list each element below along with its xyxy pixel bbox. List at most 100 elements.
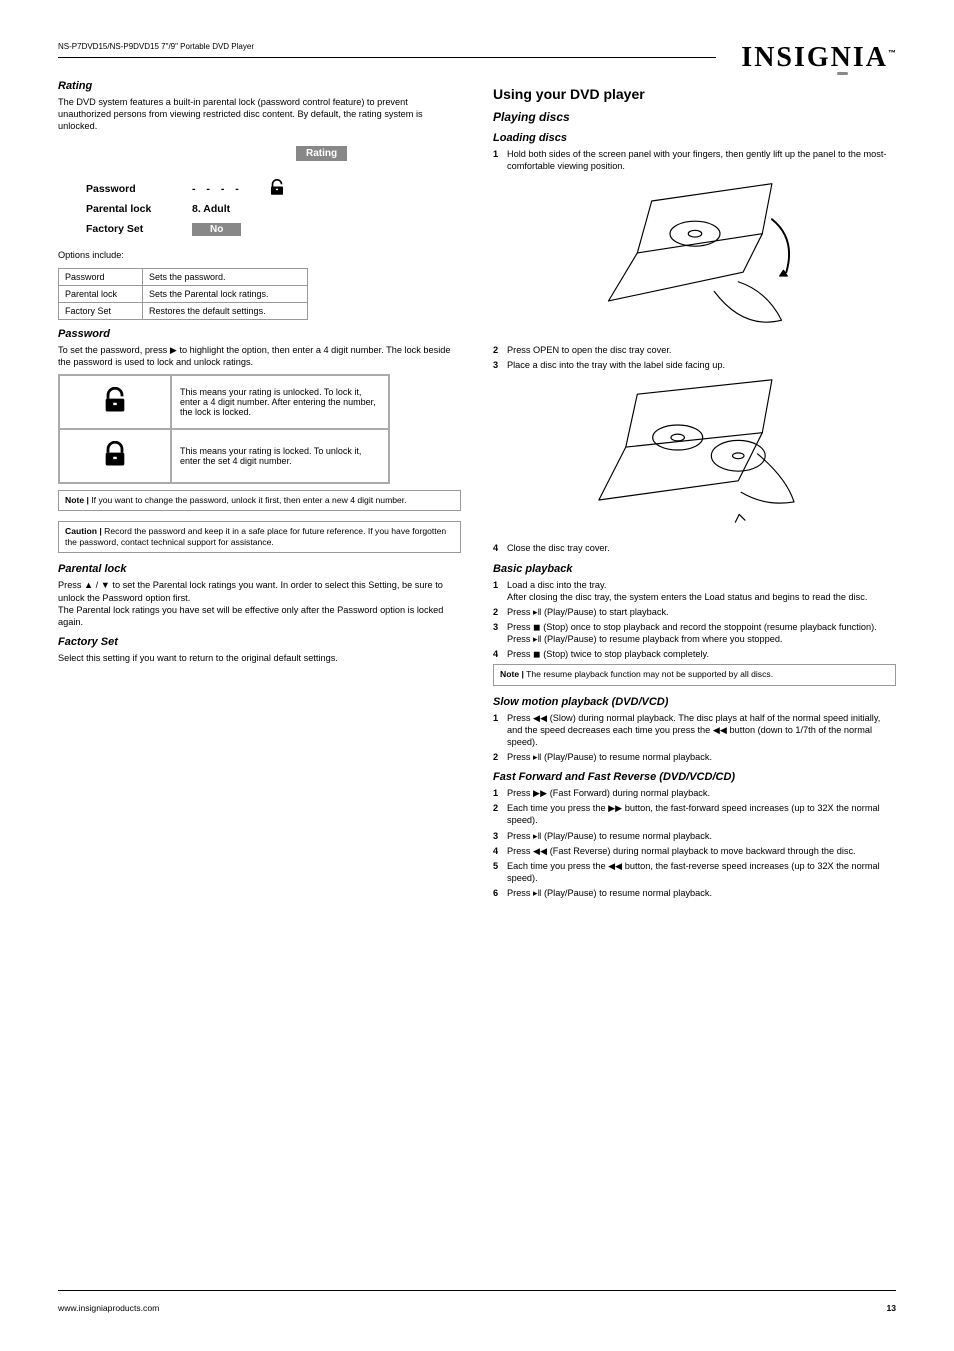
slow-heading: Slow motion playback (DVD/VCD) xyxy=(493,696,896,708)
lock-desc: This means your rating is locked. To unl… xyxy=(171,429,389,483)
note-label: Note | xyxy=(65,495,89,505)
no-pill: No xyxy=(192,223,241,236)
step-text: Press ◼ (Stop) once to stop playback and… xyxy=(507,621,896,645)
step-item: 5Each time you press the ◀◀ button, the … xyxy=(493,860,896,884)
parental-heading: Parental lock xyxy=(58,563,461,575)
step-item: 6Press ▸‖ (Play/Pause) to resume normal … xyxy=(493,887,896,899)
password-intro: To set the password, press ▶ to highligh… xyxy=(58,344,461,368)
rating-options-title: Options include: xyxy=(58,249,461,261)
rating-val: No xyxy=(192,223,262,236)
table-row: Factory Set Restores the default setting… xyxy=(59,302,308,319)
model-line: NS-P7DVD15/NS-P9DVD15 7"/9" Portable DVD… xyxy=(58,42,254,51)
table-row: This means your rating is locked. To unl… xyxy=(59,429,389,483)
footer-site: www.insigniaproducts.com xyxy=(58,1303,159,1313)
fast-steps: 1Press ▶▶ (Fast Forward) during normal p… xyxy=(493,787,896,899)
lock-icon xyxy=(262,179,292,200)
step-text: Each time you press the ▶▶ button, the f… xyxy=(507,802,896,826)
step-item: 1Hold both sides of the screen panel wit… xyxy=(493,148,896,172)
step-text: Press ▸‖ (Play/Pause) to resume normal p… xyxy=(507,830,896,842)
desc-cell: Sets the password. xyxy=(143,268,308,285)
using-heading: Using your DVD player xyxy=(493,86,896,102)
rating-val: 8. Adult xyxy=(192,203,262,215)
step-item: 1Press ◀◀ (Slow) during normal playback.… xyxy=(493,712,896,748)
password-heading: Password xyxy=(58,328,461,340)
table-row: Password Sets the password. xyxy=(59,268,308,285)
step-text: Press ◼ (Stop) twice to stop playback co… xyxy=(507,648,896,660)
note-text: The resume playback function may not be … xyxy=(526,669,773,679)
table-row: Parental lock Sets the Parental lock rat… xyxy=(59,285,308,302)
step-item: 1Press ▶▶ (Fast Forward) during normal p… xyxy=(493,787,896,799)
step-item: 2Press OPEN to open the disc tray cover. xyxy=(493,344,896,356)
loading-steps-3: 4Close the disc tray cover. xyxy=(493,542,896,554)
factory-text: Select this setting if you want to retur… xyxy=(58,652,461,664)
step-item: 4Close the disc tray cover. xyxy=(493,542,896,554)
rating-heading: Rating xyxy=(58,80,461,92)
rating-label: Password xyxy=(86,183,192,195)
opt-cell: Password xyxy=(59,268,143,285)
rating-row-password: Password - - - - xyxy=(86,179,366,199)
step-item: 4Press ◀◀ (Fast Reverse) during normal p… xyxy=(493,845,896,857)
step-text: Press ◀◀ (Fast Reverse) during normal pl… xyxy=(507,845,896,857)
opt-cell: Factory Set xyxy=(59,302,143,319)
rating-options-table: Password Sets the password. Parental loc… xyxy=(58,268,308,320)
footer-rule xyxy=(58,1290,896,1291)
step-text: Press ▸‖ (Play/Pause) to start playback. xyxy=(507,606,896,618)
basic-heading: Basic playback xyxy=(493,563,896,575)
brand-tm: ™ xyxy=(888,49,896,58)
rating-row-factory: Factory Set No xyxy=(86,219,366,239)
footer-page: 13 xyxy=(886,1303,896,1313)
step-item: 3Press ▸‖ (Play/Pause) to resume normal … xyxy=(493,830,896,842)
footer: www.insigniaproducts.com 13 xyxy=(58,1303,896,1313)
step-item: 3Press ◼ (Stop) once to stop playback an… xyxy=(493,621,896,645)
step-text: Press OPEN to open the disc tray cover. xyxy=(507,344,896,356)
unlock-icon-cell xyxy=(59,375,171,429)
step-item: 2Press ▸‖ (Play/Pause) to start playback… xyxy=(493,606,896,618)
loading-steps: 1Hold both sides of the screen panel wit… xyxy=(493,148,896,172)
step-text: Load a disc into the tray. After closing… xyxy=(507,579,896,603)
note-label: Caution | xyxy=(65,526,102,536)
header-row: NS-P7DVD15/NS-P9DVD15 7"/9" Portable DVD… xyxy=(58,42,896,75)
desc-cell: Restores the default settings. xyxy=(143,302,308,319)
brand-text: INSIGNIA xyxy=(741,42,888,73)
rating-grid: Password - - - - Parental lock 8. Adult xyxy=(86,179,366,239)
rating-intro: The DVD system features a built-in paren… xyxy=(58,96,461,132)
basic-steps: 1Load a disc into the tray. After closin… xyxy=(493,579,896,661)
step-text: Press ▶▶ (Fast Forward) during normal pl… xyxy=(507,787,896,799)
slow-steps: 1Press ◀◀ (Slow) during normal playback.… xyxy=(493,712,896,764)
fast-heading: Fast Forward and Fast Reverse (DVD/VCD/C… xyxy=(493,771,896,783)
closed-lock-icon xyxy=(101,441,129,469)
note-text: If you want to change the password, unlo… xyxy=(91,495,406,505)
right-column: Using your DVD player Playing discs Load… xyxy=(493,72,896,902)
rating-val: - - - - xyxy=(192,183,262,195)
load-disc-illustration xyxy=(570,375,820,538)
step-text: Each time you press the ◀◀ button, the f… xyxy=(507,860,896,884)
table-row: This means your rating is unlocked. To l… xyxy=(59,375,389,429)
lock-table: This means your rating is unlocked. To l… xyxy=(58,374,390,484)
parental-text: Press ▲ / ▼ to set the Parental lock rat… xyxy=(58,579,461,628)
step-item: 3Place a disc into the tray with the lab… xyxy=(493,359,896,371)
closed-lock-icon-cell xyxy=(59,429,171,483)
step-text: Press ▸‖ (Play/Pause) to resume normal p… xyxy=(507,887,896,899)
step-text: Close the disc tray cover. xyxy=(507,542,896,554)
step-item: 4Press ◼ (Stop) twice to stop playback c… xyxy=(493,648,896,660)
step-item: 2Press ▸‖ (Play/Pause) to resume normal … xyxy=(493,751,896,763)
open-panel-illustration xyxy=(570,176,820,339)
note-text: Record the password and keep it in a saf… xyxy=(65,526,446,547)
step-text: Place a disc into the tray with the labe… xyxy=(507,359,896,371)
note-box-3: Note | The resume playback function may … xyxy=(493,664,896,685)
desc-cell: Sets the Parental lock ratings. xyxy=(143,285,308,302)
rating-tab: Rating xyxy=(296,146,347,161)
step-text: Hold both sides of the screen panel with… xyxy=(507,148,896,172)
playing-discs-heading: Playing discs xyxy=(493,110,896,124)
step-text: Press ◀◀ (Slow) during normal playback. … xyxy=(507,712,896,748)
left-column: Rating The DVD system features a built-i… xyxy=(58,72,467,902)
two-columns: Rating The DVD system features a built-i… xyxy=(58,72,896,902)
lock-desc: This means your rating is unlocked. To l… xyxy=(171,375,389,429)
rating-label: Factory Set xyxy=(86,223,192,235)
factory-heading: Factory Set xyxy=(58,636,461,648)
note-label: Note | xyxy=(500,669,524,679)
loading-steps-2: 2Press OPEN to open the disc tray cover.… xyxy=(493,344,896,371)
step-item: 1Load a disc into the tray. After closin… xyxy=(493,579,896,603)
step-item: 2Each time you press the ▶▶ button, the … xyxy=(493,802,896,826)
rating-row-parental: Parental lock 8. Adult xyxy=(86,199,366,219)
